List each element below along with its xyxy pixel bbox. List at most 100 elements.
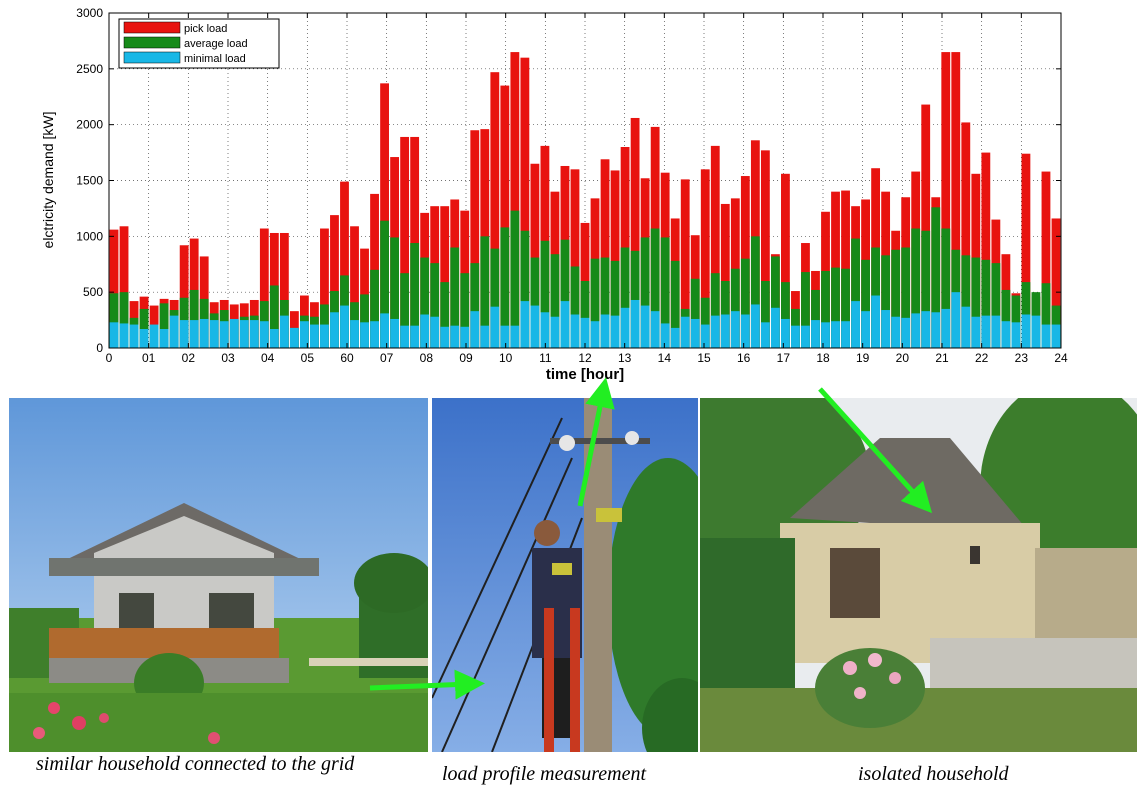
bar-minimal-load [189,320,199,348]
x-tick-label: 19 [856,351,870,365]
bar-average-load [119,292,129,348]
bar-minimal-load [961,306,971,348]
bar-minimal-load [430,316,440,348]
bar-average-load [750,236,760,348]
bar-minimal-load [951,292,961,348]
bar-average-load [931,207,941,348]
bar-minimal-load [650,311,660,348]
bar-minimal-load [600,314,610,348]
bar-average-load [159,303,169,348]
bar-minimal-load [590,321,600,348]
bar-average-load [420,257,430,348]
bar-minimal-load [580,317,590,348]
bar-average-load [570,266,580,348]
tick-group: 0 500 1000 1500 2000 2500 3000 0 01 02 03 04 05 60 07 0… [76,6,1068,365]
bar-average-load [540,240,550,348]
bar-average-load [781,282,790,348]
x-tick-label: 01 [142,351,156,365]
bar-average-load [811,289,820,348]
bar-pick-load [710,145,720,348]
bar-average-load [1011,295,1021,348]
x-tick-label: 15 [697,351,711,365]
bar-minimal-load [380,313,389,348]
caption-isolated-household: isolated household [858,763,1009,785]
bar-pick-load [350,226,359,348]
bar-minimal-load [610,315,620,348]
bar-average-load [861,259,870,348]
bar-minimal-load [1031,315,1041,348]
bar-minimal-load [851,301,860,348]
bar-pick-load [410,136,420,348]
x-tick-label: 24 [1054,351,1068,365]
bar-minimal-load [159,329,169,348]
bar-minimal-load [791,325,800,348]
y-tick-label: 2000 [76,118,103,132]
bar-pick-load [380,83,389,348]
x-tick-label: 18 [816,351,830,365]
x-tick-label: 05 [301,351,315,365]
bar-minimal-load [760,322,770,348]
y-tick-label: 500 [83,285,103,299]
bar-pick-load [500,85,510,348]
bar-pick-load [600,159,610,348]
bar-average-load [891,249,901,348]
bar-average-load [670,260,680,348]
x-axis-title: time [hour] [546,366,624,383]
bar-pick-load [510,52,520,348]
bar-pick-load [320,228,329,348]
bar-average-load [690,278,700,348]
bar-pick-load [951,52,961,348]
bar-pick-load [520,57,530,349]
bar-minimal-load [821,322,830,348]
bar-average-load [851,238,860,348]
bar-average-load [550,254,560,348]
bar-pick-load [279,232,289,348]
bar-minimal-load [239,320,249,348]
bar-average-load [971,257,981,348]
x-tick-label: 08 [420,351,434,365]
bar-average-load [760,281,770,348]
bar-average-load [941,228,951,348]
bar-pick-load [400,136,410,348]
bar-pick-load [921,104,931,348]
bar-minimal-load [350,320,359,348]
x-tick-label: 23 [1015,351,1029,365]
bar-minimal-load [269,329,279,348]
bar-group [109,52,1061,349]
x-tick-label: 21 [935,351,949,365]
bar-minimal-load [690,318,700,348]
y-tick-label: 3000 [76,6,103,20]
bar-minimal-load [710,315,720,348]
bar-minimal-load [480,325,490,348]
bar-minimal-load [340,305,349,348]
caption-load-measurement: load profile measurement [442,763,647,785]
bar-pick-load [941,52,951,348]
x-tick-label: 17 [777,351,791,365]
bar-minimal-load [921,311,931,348]
legend-label: average load [184,38,248,50]
bar-minimal-load [620,307,630,348]
bar-average-load [450,247,460,348]
bar-minimal-load [931,312,941,348]
bar-minimal-load [901,317,911,348]
bar-pick-load [981,152,991,348]
bar-average-load [991,263,1001,348]
x-tick-label: 60 [340,351,354,365]
x-tick-label: 0 [106,351,113,365]
bar-average-load [921,230,931,348]
bar-average-load [370,269,379,348]
y-tick-label: 1000 [76,229,103,243]
bar-minimal-load [680,316,690,348]
bar-average-load [470,263,480,348]
bar-average-load [530,257,540,348]
bar-minimal-load [209,320,219,348]
photo-load-measurement [432,398,698,752]
bar-minimal-load [179,320,189,348]
x-tick-label: 20 [896,351,910,365]
bar-minimal-load [370,321,379,348]
bar-pick-load [570,169,580,348]
bar-minimal-load [390,318,400,348]
bar-average-load [981,259,991,348]
photo-grid-household [9,398,428,752]
bar-pick-load [179,245,189,348]
